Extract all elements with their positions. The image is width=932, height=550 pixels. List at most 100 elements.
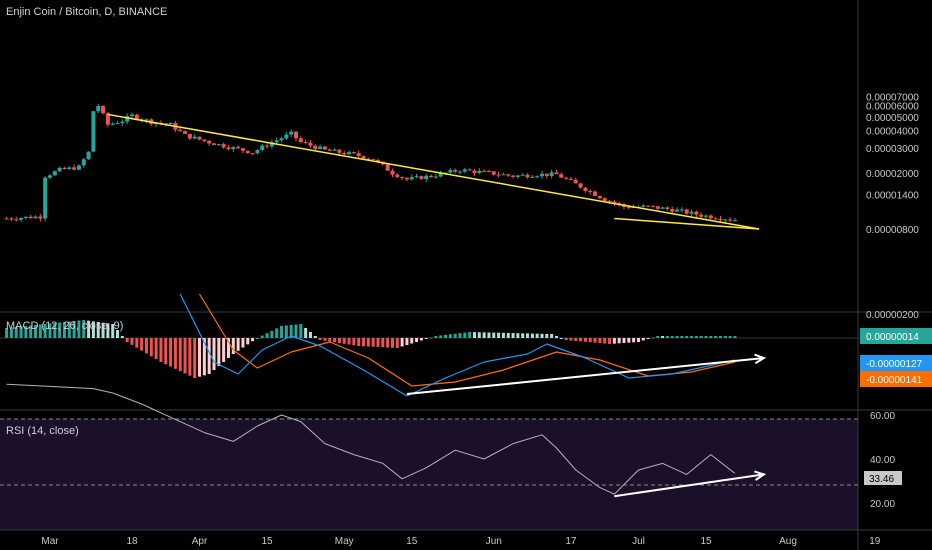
macd-histogram-bar bbox=[198, 338, 202, 377]
macd-histogram-bar bbox=[362, 338, 366, 347]
macd-histogram-bar bbox=[313, 336, 317, 338]
macd-histogram-bar bbox=[468, 332, 472, 338]
macd-histogram-bar bbox=[714, 336, 718, 338]
candle-body bbox=[424, 175, 429, 180]
candle-body bbox=[14, 219, 19, 221]
macd-histogram-bar bbox=[415, 338, 419, 342]
macd-histogram-bar bbox=[352, 338, 356, 346]
candle-body bbox=[732, 220, 737, 222]
macd-histogram-bar bbox=[492, 332, 496, 338]
macd-histogram-bar bbox=[202, 338, 206, 376]
candle-body bbox=[250, 153, 255, 155]
macd-hist-tag: 0.00000014 bbox=[860, 328, 932, 344]
candle-body bbox=[101, 106, 106, 114]
candle-body bbox=[675, 209, 680, 212]
macd-histogram-bar bbox=[718, 336, 722, 338]
macd-histogram-bar bbox=[159, 338, 163, 362]
candle-body bbox=[597, 195, 602, 199]
candle-body bbox=[506, 174, 511, 176]
macd-histogram-bar bbox=[419, 338, 423, 341]
macd-histogram-bar bbox=[29, 325, 33, 338]
time-tick-label: Apr bbox=[192, 536, 208, 547]
macd-histogram-bar bbox=[574, 338, 578, 341]
candle-body bbox=[226, 147, 231, 150]
time-tick-label: 17 bbox=[565, 536, 577, 547]
candle-body bbox=[429, 175, 434, 178]
rsi-tag: 33.46 bbox=[864, 471, 902, 485]
candle-body bbox=[612, 201, 617, 204]
candle-body bbox=[221, 144, 226, 148]
candle-body bbox=[650, 205, 655, 207]
candle-body bbox=[86, 151, 91, 160]
macd-histogram-bar bbox=[48, 323, 52, 338]
candle-body bbox=[482, 170, 487, 172]
candle-body bbox=[91, 111, 96, 152]
macd-histogram-bar bbox=[87, 320, 91, 338]
candle-body bbox=[414, 176, 419, 178]
macd-histogram-bar bbox=[651, 337, 655, 339]
macd-histogram-bar bbox=[5, 328, 9, 338]
candle-body bbox=[279, 138, 284, 141]
macd-histogram-bar bbox=[680, 336, 684, 338]
price-trendlines bbox=[107, 113, 760, 230]
candle-body bbox=[38, 216, 43, 219]
macd-histogram-bar bbox=[530, 333, 534, 338]
macd-histogram-bar bbox=[67, 321, 71, 338]
candle-body bbox=[568, 178, 573, 180]
candle-body bbox=[655, 206, 660, 209]
rsi-tick-label: 40.00 bbox=[870, 455, 895, 466]
macd-histogram-bar bbox=[62, 322, 66, 338]
candle-body bbox=[269, 142, 274, 147]
candle-body bbox=[684, 209, 689, 214]
macd-histogram-bar bbox=[458, 333, 462, 338]
candle-body bbox=[318, 146, 323, 149]
candle-body bbox=[207, 140, 212, 144]
candle-body bbox=[294, 131, 298, 139]
candle-body bbox=[52, 171, 57, 176]
candle-body bbox=[23, 216, 28, 219]
candle-body bbox=[33, 216, 38, 219]
macd-hist-value: 0.00000014 bbox=[866, 332, 919, 343]
candle-body bbox=[327, 149, 332, 151]
price-tick-label: 0.00000800 bbox=[866, 225, 919, 236]
macd-histogram-bar bbox=[101, 322, 105, 338]
macd-histogram-bar bbox=[236, 338, 240, 351]
macd-histogram-bar bbox=[130, 338, 134, 345]
candle-body bbox=[679, 209, 684, 211]
time-tick-label: May bbox=[335, 536, 354, 547]
candle-body bbox=[467, 169, 472, 171]
candle-body bbox=[48, 175, 52, 178]
macd-histogram-bar bbox=[622, 338, 626, 343]
macd-histogram-bar bbox=[564, 338, 568, 340]
macd-histogram-bar bbox=[699, 336, 703, 338]
candle-body bbox=[515, 175, 520, 177]
candle-body bbox=[540, 173, 544, 177]
macd-line-value: -0.00000127 bbox=[866, 359, 923, 370]
macd-histogram-bar bbox=[381, 338, 385, 348]
macd-histogram-bar bbox=[694, 336, 698, 338]
macd-histogram-bar bbox=[395, 338, 399, 348]
macd-histogram-bar bbox=[593, 338, 597, 343]
candle-body bbox=[342, 152, 347, 155]
macd-histogram-bar bbox=[376, 338, 380, 347]
candle-body bbox=[395, 174, 400, 178]
candle-body bbox=[670, 208, 675, 212]
macd-histogram-bar bbox=[183, 338, 187, 374]
price-tick-label: 0.00004000 bbox=[866, 127, 919, 138]
macd-histogram-bar bbox=[550, 334, 554, 338]
candle-body bbox=[347, 152, 352, 155]
macd-histogram-bar bbox=[598, 338, 602, 344]
macd-histogram-bar bbox=[265, 333, 269, 338]
rsi-tick-label: 20.00 bbox=[870, 499, 895, 510]
time-tick-label: 19 bbox=[869, 536, 881, 547]
macd-histogram-bar bbox=[318, 338, 322, 340]
candle-body bbox=[660, 207, 665, 209]
macd-histogram-bar bbox=[554, 336, 558, 338]
candle-body bbox=[96, 106, 101, 112]
candle-body bbox=[593, 191, 598, 196]
macd-histogram-bar bbox=[135, 338, 139, 348]
macd-histogram-bar bbox=[111, 324, 115, 338]
macd-histogram-bar bbox=[641, 338, 645, 341]
candle-body bbox=[564, 177, 569, 179]
